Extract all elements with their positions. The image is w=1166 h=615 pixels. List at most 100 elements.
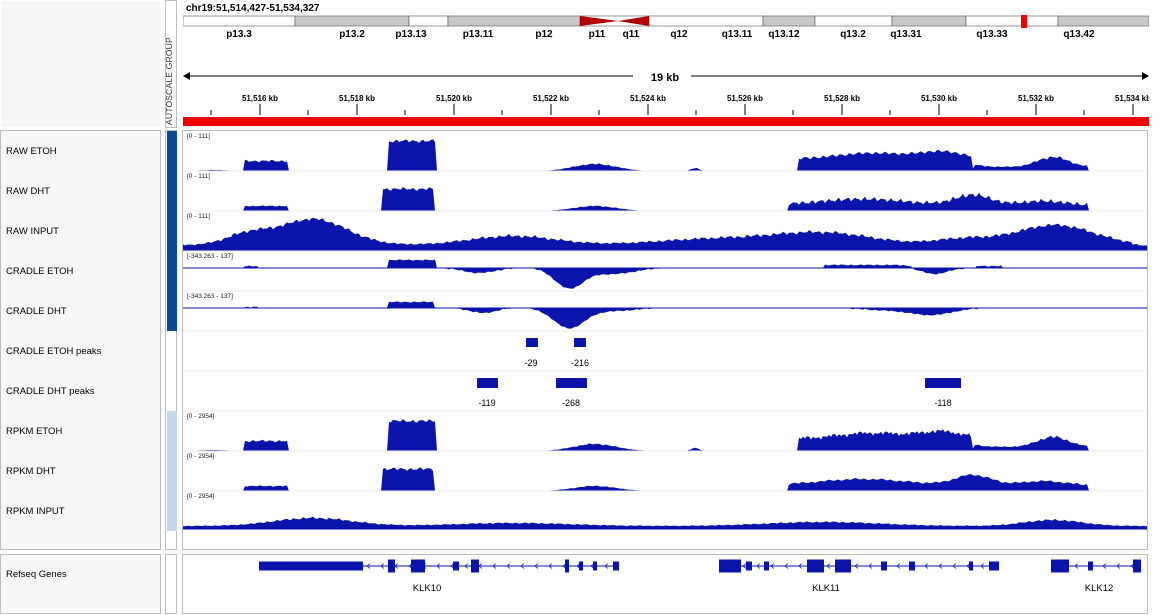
- strand-arrow: [548, 563, 553, 569]
- track-name-refseq-genes[interactable]: Refseq Genes: [6, 569, 67, 580]
- tick-label: 51,532 kb: [1018, 94, 1054, 103]
- scale-raw-input: [0 - 111]: [187, 213, 210, 220]
- band-label: p13.2: [339, 29, 365, 40]
- band-label: q13.33: [976, 29, 1008, 40]
- ideogram-band: [183, 15, 296, 27]
- region-of-interest: [183, 117, 1149, 126]
- track-raw-etoh: [183, 139, 1147, 172]
- chromosome-ideogram[interactable]: p13.3 p13.2 p13.13 p13.11 p12 p11 q11 q12 q13.11…: [183, 15, 1149, 65]
- strand-arrow: [798, 563, 803, 569]
- track-name-raw-input[interactable]: RAW INPUT: [6, 226, 59, 237]
- strand-arrow: [534, 563, 539, 569]
- tick-label: 51,530 kb: [921, 94, 957, 103]
- band-label: q13.42: [1063, 29, 1095, 40]
- header-name-panel: [0, 0, 161, 128]
- gene-klk11: [719, 559, 999, 573]
- tick-label: 51,516 kb: [242, 94, 278, 103]
- gene-label-klk11[interactable]: KLK11: [812, 583, 840, 594]
- gene-data-panel[interactable]: KLK10 KLK11 KLK12: [182, 554, 1148, 614]
- track-name-cradle-dht-peaks[interactable]: CRADLE DHT peaks: [6, 386, 95, 397]
- band-label: p13.11: [463, 29, 494, 40]
- track-name-cradle-etoh-peaks[interactable]: CRADLE ETOH peaks: [6, 346, 102, 357]
- peak-dht: [477, 378, 498, 388]
- track-attribute-panel: [165, 130, 177, 550]
- peak-dht: [556, 378, 587, 388]
- strand-arrow: [770, 563, 775, 569]
- strand-arrow: [896, 563, 901, 569]
- genomic-ruler[interactable]: 19 kb 51,516 kb 51,518 kb 51,520 kb 51,522 k…: [183, 66, 1149, 128]
- ideogram-band: [965, 15, 1059, 27]
- track-name-rpkm-etoh[interactable]: RPKM ETOH: [6, 426, 63, 437]
- locus-label: chr19:51,514,427-51,534,327: [186, 3, 320, 14]
- peak-label: -119: [478, 398, 496, 408]
- centromere-q-arm: [618, 16, 649, 26]
- track-name-panel[interactable]: RAW ETOH RAW DHT RAW INPUT CRADLE ETOH C…: [0, 130, 161, 550]
- strand-arrow: [742, 563, 747, 569]
- gene-label-klk12[interactable]: KLK12: [1084, 583, 1114, 594]
- track-name-raw-dht[interactable]: RAW DHT: [6, 186, 50, 197]
- track-raw-dht: [183, 187, 1147, 212]
- strand-arrow: [938, 563, 943, 569]
- strand-arrow: [366, 563, 371, 569]
- exon: [1051, 559, 1069, 573]
- span-label-bg: [633, 69, 691, 83]
- strand-arrow: [1116, 563, 1121, 569]
- track-cradle-dht-area: [183, 301, 1147, 329]
- strand-arrow: [924, 563, 929, 569]
- attribute-cell-light[interactable]: [167, 411, 177, 531]
- header-attribute-panel[interactable]: AUTOSCALE GROUP: [164, 0, 177, 128]
- strand-arrow: [826, 563, 831, 569]
- track-name-rpkm-input[interactable]: RPKM INPUT: [6, 506, 65, 517]
- strand-arrow: [604, 563, 609, 569]
- scale-rpkm-etoh: [0 - 2954]: [187, 413, 215, 420]
- gene-attribute-panel: [165, 554, 177, 614]
- exon: [613, 561, 619, 571]
- track-rpkm-etoh: [183, 419, 1147, 452]
- peak-etoh: [526, 338, 538, 347]
- ideogram-band: [891, 15, 967, 27]
- strand-arrow: [506, 563, 511, 569]
- current-region-marker: [1021, 15, 1027, 28]
- ideogram-band: [447, 15, 581, 27]
- gene-track-name-panel[interactable]: Refseq Genes: [0, 554, 161, 614]
- tick-label: 51,534 kb: [1115, 94, 1149, 103]
- ideogram-band: [648, 15, 764, 27]
- strand-arrow: [520, 563, 525, 569]
- scale-raw-etoh: [0 - 111]: [187, 133, 210, 140]
- scale-cradle-etoh: [-343.263 - 137]: [187, 253, 233, 260]
- exon: [909, 561, 915, 571]
- span-label: 19 kb: [651, 72, 679, 84]
- data-panel[interactable]: [0 - 111] [0 - 111] [0 - 111] [-343.263 …: [182, 130, 1148, 550]
- gene-models[interactable]: [183, 555, 1147, 585]
- track-name-cradle-dht[interactable]: CRADLE DHT: [6, 306, 67, 317]
- tick-label: 51,520 kb: [436, 94, 472, 103]
- exon: [565, 559, 569, 573]
- track-name-cradle-etoh[interactable]: CRADLE ETOH: [6, 266, 74, 277]
- strand-arrow: [756, 563, 761, 569]
- ideogram-band: [294, 15, 410, 27]
- exon: [579, 561, 583, 571]
- gene-label-klk10[interactable]: KLK10: [412, 583, 442, 594]
- exon: [1133, 559, 1141, 573]
- tick-label: 51,528 kb: [824, 94, 860, 103]
- track-rpkm-dht: [183, 467, 1147, 492]
- tick-label: 51,522 kb: [533, 94, 569, 103]
- strand-arrow: [436, 563, 441, 569]
- signal-tracks[interactable]: [183, 131, 1147, 549]
- exon: [881, 561, 887, 571]
- scale-raw-dht: [0 - 111]: [187, 173, 210, 180]
- peak-label: -216: [570, 358, 590, 368]
- track-raw-input-area: [183, 217, 1147, 251]
- track-raw-input: [183, 217, 1147, 252]
- ideogram-band: [814, 15, 893, 27]
- gene-klk12: [1051, 559, 1141, 573]
- attribute-cell-dark[interactable]: [167, 131, 177, 331]
- exon: [969, 561, 973, 571]
- track-name-raw-etoh[interactable]: RAW ETOH: [6, 146, 57, 157]
- track-rpkm-etoh-area: [183, 419, 1147, 451]
- autoscale-group-label: AUTOSCALE GROUP: [164, 37, 174, 125]
- track-raw-etoh-area: [183, 139, 1147, 171]
- exon: [719, 559, 741, 573]
- strand-arrow: [980, 563, 985, 569]
- track-name-rpkm-dht[interactable]: RPKM DHT: [6, 466, 56, 477]
